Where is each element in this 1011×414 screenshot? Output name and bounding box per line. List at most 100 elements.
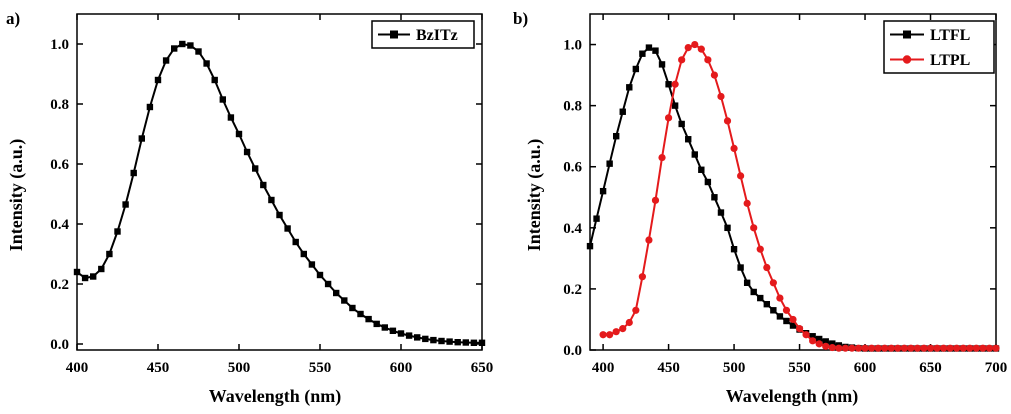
- data-point-bzitz: [454, 339, 461, 346]
- data-point-bzitz: [203, 60, 210, 67]
- data-point-bzitz: [324, 280, 332, 288]
- data-point-ltpl: [737, 172, 745, 180]
- data-point-ltpl: [907, 344, 915, 352]
- data-point-ltpl: [881, 344, 889, 352]
- data-point-ltpl: [848, 344, 856, 352]
- data-point-ltfl: [593, 215, 600, 222]
- data-point-bzitz: [308, 261, 316, 268]
- data-point-bzitz: [130, 169, 137, 177]
- data-point-ltfl: [763, 300, 771, 308]
- data-point-bzitz: [405, 332, 413, 339]
- data-point-ltpl: [874, 344, 882, 352]
- data-point-ltfl: [704, 178, 712, 186]
- data-point-ltpl: [809, 337, 817, 345]
- data-point-bzitz: [422, 335, 429, 343]
- x-tick-label-a: 400: [66, 360, 89, 376]
- data-point-bzitz: [98, 265, 105, 273]
- y-tick-label-a: 0.6: [50, 157, 69, 173]
- chart-panel-b: b) Wavelength (nm) Intensity (a.u.) 400 4…: [513, 9, 1007, 407]
- data-point-ltfl: [698, 166, 705, 173]
- data-point-ltpl: [763, 263, 771, 272]
- data-point-ltpl: [599, 331, 607, 339]
- data-point-ltfl: [599, 187, 607, 195]
- data-point-ltfl: [671, 102, 679, 109]
- y-tick-label-a: 0.8: [50, 97, 69, 113]
- data-point-bzitz: [227, 114, 235, 121]
- data-point-ltpl: [835, 344, 843, 352]
- data-point-bzitz: [179, 40, 186, 48]
- x-tick-label-b: 600: [854, 360, 877, 376]
- data-point-ltpl: [854, 344, 863, 352]
- data-point-ltpl: [867, 344, 876, 352]
- data-point-bzitz: [211, 76, 218, 84]
- plot-frame-a: [76, 13, 483, 351]
- x-tick-label-b: 450: [657, 360, 680, 376]
- data-point-ltpl: [664, 114, 673, 122]
- data-point-ltpl: [920, 344, 928, 352]
- data-point-bzitz: [284, 225, 291, 232]
- data-point-ltfl: [612, 132, 620, 140]
- data-point-bzitz: [122, 201, 129, 208]
- data-point-ltpl: [894, 344, 902, 352]
- series-line-ltpl: [603, 43, 996, 350]
- data-point-ltfl: [717, 209, 725, 216]
- data-point-ltfl: [789, 322, 797, 329]
- data-point-bzitz: [365, 315, 372, 323]
- y-tick-label-b: 0.0: [563, 343, 582, 359]
- legend-box-b: [883, 20, 995, 74]
- data-point-ltfl: [665, 81, 672, 88]
- data-point-bzitz: [430, 336, 437, 344]
- data-point-bzitz: [397, 330, 405, 337]
- data-point-bzitz: [389, 327, 397, 334]
- data-point-bzitz: [300, 250, 307, 258]
- series-line-bzitz: [76, 42, 482, 344]
- data-point-ltfl: [743, 279, 751, 286]
- data-point-ltfl: [639, 50, 646, 57]
- data-point-bzitz: [349, 304, 356, 312]
- data-point-ltpl: [861, 344, 869, 352]
- panel-label-b: b): [513, 9, 528, 28]
- data-point-bzitz: [187, 42, 194, 49]
- data-point-bzitz: [106, 250, 113, 258]
- data-point-ltfl: [685, 136, 692, 143]
- data-point-ltpl: [717, 92, 725, 101]
- data-point-ltfl: [822, 338, 829, 345]
- data-point-bzitz: [162, 57, 170, 64]
- data-point-ltpl: [645, 236, 653, 244]
- data-point-bzitz: [81, 274, 89, 282]
- x-tick-label-b: 550: [788, 360, 811, 376]
- data-point-ltfl: [770, 307, 777, 314]
- data-point-ltpl: [684, 44, 692, 52]
- data-point-bzitz: [90, 273, 97, 280]
- x-tick-label-a: 550: [309, 360, 332, 376]
- data-point-ltpl: [678, 56, 686, 64]
- data-point-ltpl: [985, 344, 994, 352]
- legend-label-ltpl: LTPL: [930, 52, 970, 69]
- data-point-bzitz: [316, 271, 324, 279]
- data-point-ltpl: [769, 279, 777, 287]
- data-point-ltpl: [887, 344, 895, 352]
- data-point-ltfl: [678, 120, 685, 128]
- data-point-ltpl: [933, 344, 941, 352]
- data-point-bzitz: [235, 130, 243, 138]
- y-tick-label-a: 0.4: [50, 217, 69, 233]
- data-point-ltpl: [671, 80, 679, 88]
- data-point-ltpl: [625, 318, 633, 327]
- data-point-ltpl: [959, 344, 967, 352]
- data-point-bzitz: [478, 339, 486, 346]
- data-point-ltpl: [822, 342, 830, 350]
- data-point-ltpl: [776, 294, 784, 302]
- x-axis-title-b: Wavelength (nm): [726, 386, 859, 407]
- x-tick-label-a: 600: [390, 360, 413, 376]
- data-point-ltpl: [900, 344, 908, 352]
- data-point-bzitz: [373, 320, 380, 328]
- data-point-ltfl: [586, 242, 594, 250]
- y-tick-label-b: 0.8: [563, 99, 582, 115]
- data-point-bzitz: [333, 289, 340, 297]
- data-point-ltpl: [750, 224, 758, 232]
- data-point-ltfl: [606, 160, 613, 167]
- legend-label-ltfl: LTFL: [930, 27, 970, 44]
- y-tick-label-a: 0.0: [50, 337, 69, 353]
- data-point-ltpl: [730, 144, 738, 152]
- legend-b: LTFL LTPL: [883, 20, 995, 74]
